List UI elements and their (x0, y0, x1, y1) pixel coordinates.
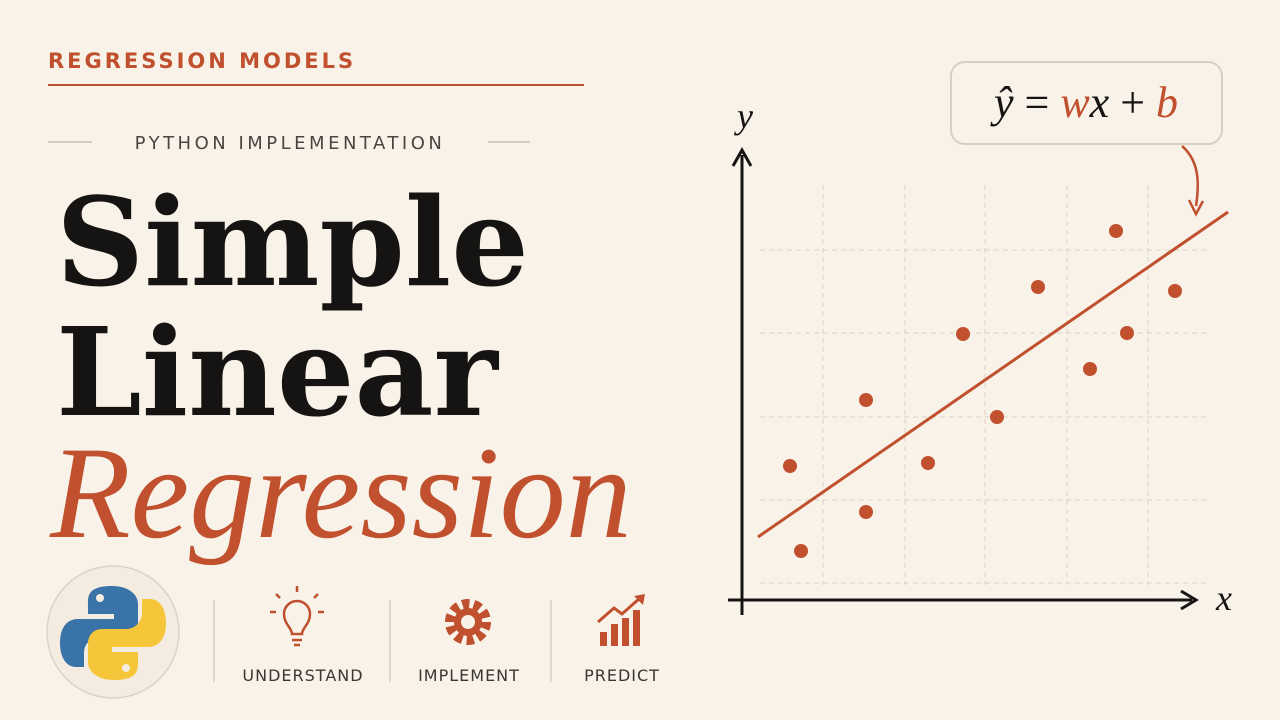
feature-label: UNDERSTAND (242, 666, 363, 685)
axis-label: y (734, 96, 753, 136)
formula-box (950, 61, 1223, 145)
callout-arrowhead (1187, 199, 1205, 217)
kicker: REGRESSION MODELS (48, 49, 356, 73)
logo-eye (96, 594, 104, 602)
logo-part (60, 586, 138, 667)
bulb-icon (270, 586, 324, 647)
feature-label: PREDICT (584, 666, 660, 685)
feature-label: IMPLEMENT (418, 666, 520, 685)
axis-label: x (1215, 578, 1232, 618)
points (783, 224, 1182, 558)
gear-icon (445, 599, 491, 645)
formula-part: w (1060, 78, 1090, 127)
formula-part: = (1024, 78, 1049, 127)
logo-part (88, 599, 166, 680)
axes (728, 146, 1199, 615)
subtitle: PYTHON IMPLEMENTATION (135, 133, 446, 154)
title-line: Regression (49, 419, 632, 566)
fit-line (757, 210, 1229, 539)
formula-part: x (1089, 78, 1110, 127)
logo-eye (122, 664, 130, 672)
title-line: Simple (56, 170, 529, 314)
grid (760, 185, 1210, 585)
formula-part: ŷ (990, 78, 1014, 127)
formula-part: b (1156, 78, 1178, 127)
python-logo (60, 586, 166, 680)
formula-part: + (1120, 78, 1145, 127)
title-line: Linear (56, 300, 499, 444)
callout-arrow (1181, 145, 1199, 207)
growth-icon (597, 594, 645, 646)
formula: ŷ = wx + b (990, 78, 1178, 127)
